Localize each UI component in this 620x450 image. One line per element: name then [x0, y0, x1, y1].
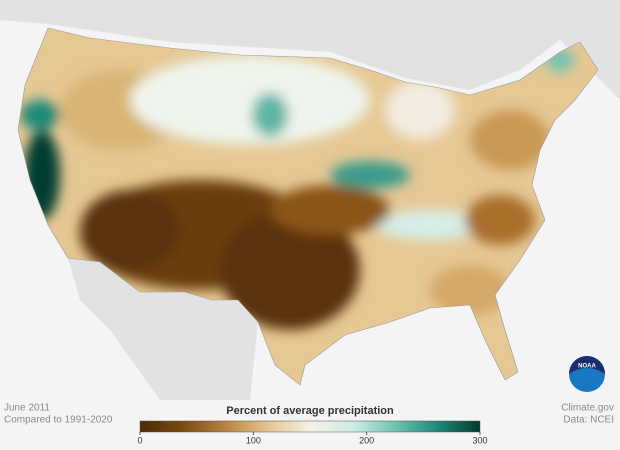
baseline: Compared to 1991-2020	[4, 415, 113, 426]
colorbar	[139, 420, 481, 433]
colorbar-title: Percent of average precipitation	[226, 405, 394, 417]
colorbar-tick-label: 100	[246, 435, 261, 445]
mexico	[68, 258, 258, 400]
canada	[0, 0, 620, 100]
logo-text: NOAA	[578, 364, 596, 370]
colorbar-tick-label: 0	[137, 435, 142, 445]
noaa-logo: NOAA	[569, 356, 605, 392]
logo-top	[569, 356, 605, 374]
colorbar-tick-label: 200	[359, 435, 374, 445]
source: Data: NCEI	[563, 415, 614, 426]
credit: Climate.gov	[561, 403, 614, 414]
us-outline	[17, 27, 599, 386]
date: June 2011	[4, 403, 50, 414]
colorbar-tick-label: 300	[472, 435, 487, 445]
